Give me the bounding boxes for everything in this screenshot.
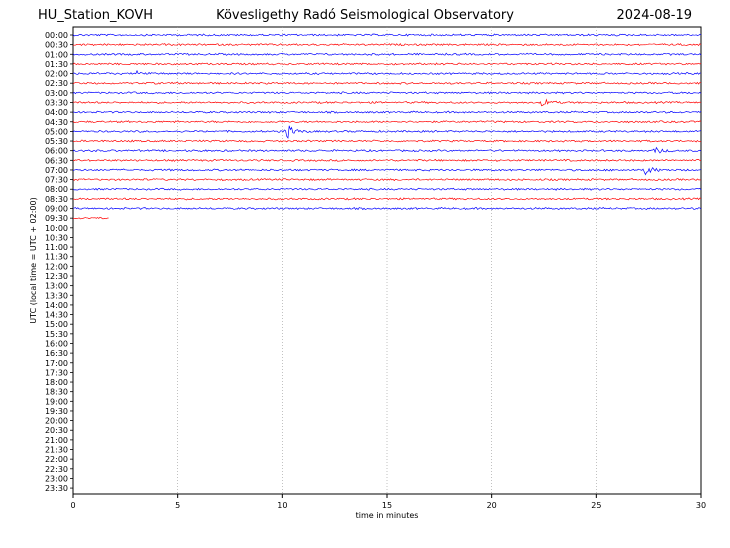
y-tick-label: 20:00 [45, 417, 68, 426]
x-axis-label: time in minutes [356, 511, 419, 520]
y-tick-label: 05:00 [45, 127, 68, 136]
y-tick-label: 13:00 [45, 282, 68, 291]
y-tick-label: 21:00 [45, 436, 68, 445]
y-tick-label: 07:00 [45, 166, 68, 175]
y-tick-label: 13:30 [45, 291, 68, 300]
trace-0330 [72, 98, 702, 107]
y-tick-label: 08:30 [45, 195, 68, 204]
y-tick-label: 20:30 [45, 426, 68, 435]
y-tick-label: 18:30 [45, 388, 68, 397]
trace-0430 [72, 120, 702, 124]
trace-0000 [72, 33, 702, 37]
x-tick-label: 20 [487, 501, 497, 510]
y-tick-label: 23:30 [45, 484, 68, 493]
y-tick-label: 03:00 [45, 89, 68, 98]
y-tick-label: 04:00 [45, 108, 68, 117]
y-tick-label: 14:00 [45, 301, 68, 310]
y-tick-label: 18:00 [45, 378, 68, 387]
y-tick-label: 16:00 [45, 339, 68, 348]
x-tick-label: 10 [277, 501, 287, 510]
trace-0030 [72, 43, 702, 47]
y-tick-label: 19:00 [45, 397, 68, 406]
y-tick-label: 23:00 [45, 474, 68, 483]
x-tick-label: 30 [696, 501, 706, 510]
y-axis-label: UTC (local time = UTC + 02:00) [29, 197, 38, 323]
x-tick-label: 15 [382, 501, 392, 510]
y-tick-label: 00:30 [45, 41, 68, 50]
station-name: HU_Station_KOVH [38, 8, 153, 23]
y-tick-label: 10:00 [45, 224, 68, 233]
y-tick-label: 11:30 [45, 253, 68, 262]
y-tick-label: 03:30 [45, 98, 68, 107]
y-tick-label: 09:00 [45, 205, 68, 214]
trace-0800 [72, 187, 702, 191]
chart-date: 2024-08-19 [616, 8, 692, 23]
y-tick-label: 15:30 [45, 330, 68, 339]
y-tick-label: 00:00 [45, 31, 68, 40]
y-tick-label: 01:30 [45, 60, 68, 69]
trace-0830 [72, 197, 702, 201]
x-tick-label: 5 [175, 501, 180, 510]
y-tick-label: 16:30 [45, 349, 68, 358]
trace-0300 [72, 91, 702, 95]
y-tick-label: 17:30 [45, 368, 68, 377]
trace-0400 [72, 110, 702, 114]
chart-title: Kövesligethy Radó Seismological Observat… [216, 8, 514, 23]
trace-0530 [72, 139, 702, 143]
y-tick-label: 11:00 [45, 243, 68, 252]
trace-0730 [72, 178, 702, 182]
y-tick-label: 02:30 [45, 79, 68, 88]
y-tick-label: 14:30 [45, 311, 68, 320]
trace-0600 [72, 146, 702, 154]
trace-0500 [72, 125, 702, 139]
y-tick-label: 12:30 [45, 272, 68, 281]
y-tick-label: 07:30 [45, 176, 68, 185]
y-tick-label: 10:30 [45, 233, 68, 242]
y-tick-label: 02:00 [45, 70, 68, 79]
y-tick-label: 15:00 [45, 320, 68, 329]
y-tick-label: 17:00 [45, 359, 68, 368]
y-tick-label: 05:30 [45, 137, 68, 146]
y-tick-label: 06:00 [45, 147, 68, 156]
trace-0900 [72, 207, 702, 211]
y-tick-label: 06:30 [45, 156, 68, 165]
y-tick-label: 09:30 [45, 214, 68, 223]
y-tick-label: 04:30 [45, 118, 68, 127]
y-tick-label: 12:00 [45, 262, 68, 271]
trace-0700 [72, 167, 702, 176]
y-tick-label: 19:30 [45, 407, 68, 416]
trace-0200 [72, 69, 702, 76]
y-tick-label: 22:00 [45, 455, 68, 464]
y-tick-label: 22:30 [45, 465, 68, 474]
trace-0230 [72, 81, 702, 85]
trace-0100 [72, 52, 702, 56]
x-tick-label: 25 [591, 501, 601, 510]
x-tick-label: 0 [70, 501, 75, 510]
trace-0130 [72, 62, 702, 66]
trace-0630 [72, 158, 702, 162]
y-tick-label: 08:00 [45, 185, 68, 194]
y-tick-label: 21:30 [45, 446, 68, 455]
y-tick-label: 01:00 [45, 50, 68, 59]
trace-0930 [72, 216, 109, 220]
